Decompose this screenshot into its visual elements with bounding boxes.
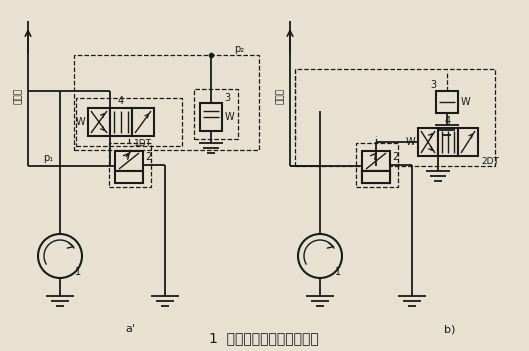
- Text: W: W: [405, 137, 415, 147]
- Text: 1DT: 1DT: [134, 139, 152, 147]
- Bar: [418, 128, 438, 156]
- Text: 仕系统: 仕系统: [14, 88, 23, 104]
- Text: 3: 3: [224, 93, 230, 103]
- Bar: [88, 108, 110, 136]
- Text: 4: 4: [445, 116, 451, 126]
- Text: 3: 3: [430, 80, 436, 90]
- Bar: [74, 55, 259, 150]
- Bar: [115, 151, 143, 171]
- Text: 1: 1: [335, 267, 341, 277]
- Bar: [356, 143, 398, 187]
- Text: W: W: [224, 112, 234, 122]
- Circle shape: [38, 234, 82, 278]
- Bar: [362, 171, 390, 183]
- Text: p₁: p₁: [43, 153, 53, 163]
- Text: 1  双溢流阀式二级调压回路: 1 双溢流阀式二级调压回路: [209, 331, 319, 345]
- Circle shape: [298, 234, 342, 278]
- Text: W: W: [460, 97, 470, 107]
- Bar: [438, 128, 458, 156]
- Text: W: W: [75, 117, 85, 127]
- Bar: [362, 151, 390, 171]
- Bar: [200, 103, 222, 131]
- Text: 2DT: 2DT: [481, 157, 499, 166]
- Text: 仕系统: 仕系统: [276, 88, 285, 104]
- Text: 2: 2: [145, 152, 151, 162]
- Bar: [76, 98, 182, 146]
- Text: p₂: p₂: [234, 44, 244, 54]
- Bar: [458, 128, 478, 156]
- Text: 4: 4: [118, 96, 124, 106]
- Text: 2: 2: [392, 152, 398, 162]
- Bar: [194, 89, 238, 139]
- Bar: [362, 171, 390, 183]
- Bar: [110, 108, 132, 136]
- Bar: [295, 69, 495, 166]
- Text: a': a': [125, 324, 135, 334]
- Bar: [132, 108, 154, 136]
- Text: 1: 1: [75, 267, 81, 277]
- Text: b): b): [444, 324, 455, 334]
- Bar: [436, 91, 458, 113]
- Bar: [109, 143, 151, 187]
- Bar: [115, 171, 143, 183]
